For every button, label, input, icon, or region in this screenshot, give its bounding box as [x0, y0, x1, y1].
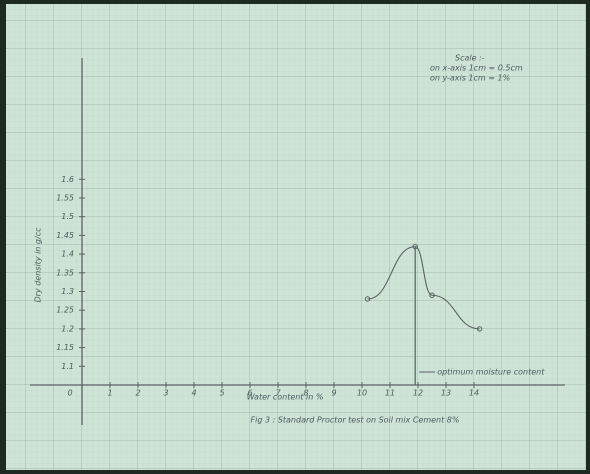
chart-title: Fig 3 : Standard Proctor test on Soil mi… [251, 416, 460, 425]
chart: Water content in % Dry density in g/cc F… [0, 0, 590, 474]
x-tick-label: 8 [303, 389, 308, 398]
y-tick-label: 1.4 [61, 250, 74, 259]
x-tick-label: 5 [219, 389, 224, 398]
x-tick-label: 1 [107, 389, 112, 398]
x-tick-label: 11 [385, 389, 395, 398]
y-tick-label: 1.55 [56, 194, 74, 203]
y-axis-label: Dry density in g/cc [34, 227, 43, 303]
y-tick-label: 1.25 [56, 306, 74, 315]
y-tick-label: 1.1 [61, 362, 74, 371]
x-tick-label: 13 [441, 389, 451, 398]
x-tick-label: 6 [247, 389, 252, 398]
y-tick-label: 1.6 [61, 175, 74, 184]
annotation: optimum moisture content [437, 368, 545, 377]
scale-note: on x-axis 1cm = 0.5cm [430, 64, 523, 73]
x-tick-label: 10 [357, 389, 367, 398]
x-tick-label: 9 [331, 389, 336, 398]
y-tick-label: 1.5 [61, 212, 74, 221]
x-tick-label: 2 [135, 389, 140, 398]
y-tick-label: 1.15 [56, 343, 74, 352]
y-tick-label: 1.2 [61, 324, 74, 333]
y-tick-label: 1.45 [56, 231, 74, 240]
y-tick-label: 1.3 [61, 287, 74, 296]
scale-note: on y-axis 1cm = 1% [430, 74, 510, 83]
x-tick-label: 12 [413, 389, 423, 398]
x-tick-label: 14 [469, 389, 479, 398]
y-tick-label: 1.35 [56, 268, 74, 277]
x-tick-label: 4 [191, 389, 196, 398]
x-tick-label: 0 [67, 389, 72, 398]
x-tick-label: 3 [163, 389, 168, 398]
x-axis-label: Water content in % [247, 393, 324, 402]
scale-note: Scale :- [455, 54, 485, 63]
